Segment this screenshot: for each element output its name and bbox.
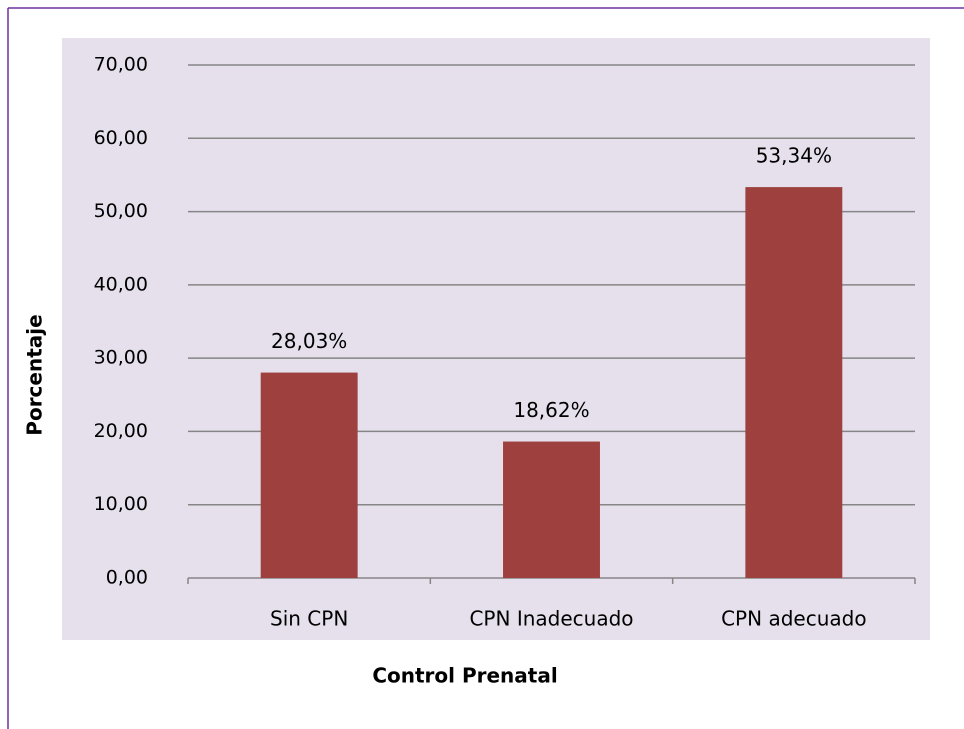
data-label: 18,62% <box>513 398 589 422</box>
y-tick-label: 50,00 <box>94 200 148 222</box>
x-tick-label: CPN adecuado <box>721 607 866 631</box>
y-tick-label: 60,00 <box>94 127 148 149</box>
y-tick-label: 40,00 <box>94 273 148 295</box>
data-label: 28,03% <box>271 329 347 353</box>
bar <box>745 187 843 578</box>
y-axis-title: Porcentaje <box>23 314 47 435</box>
bar <box>260 372 358 578</box>
y-tick-label: 10,00 <box>94 493 148 515</box>
x-tick-label: Sin CPN <box>270 607 348 631</box>
y-tick-label: 70,00 <box>94 54 148 76</box>
y-tick-label: 20,00 <box>94 420 148 442</box>
bar <box>503 441 600 578</box>
x-tick-label: CPN Inadecuado <box>469 607 633 631</box>
y-tick-label: 30,00 <box>94 347 148 369</box>
x-axis-title: Control Prenatal <box>372 664 557 688</box>
y-tick-label: 0,00 <box>106 567 148 589</box>
data-label: 53,34% <box>756 144 832 168</box>
